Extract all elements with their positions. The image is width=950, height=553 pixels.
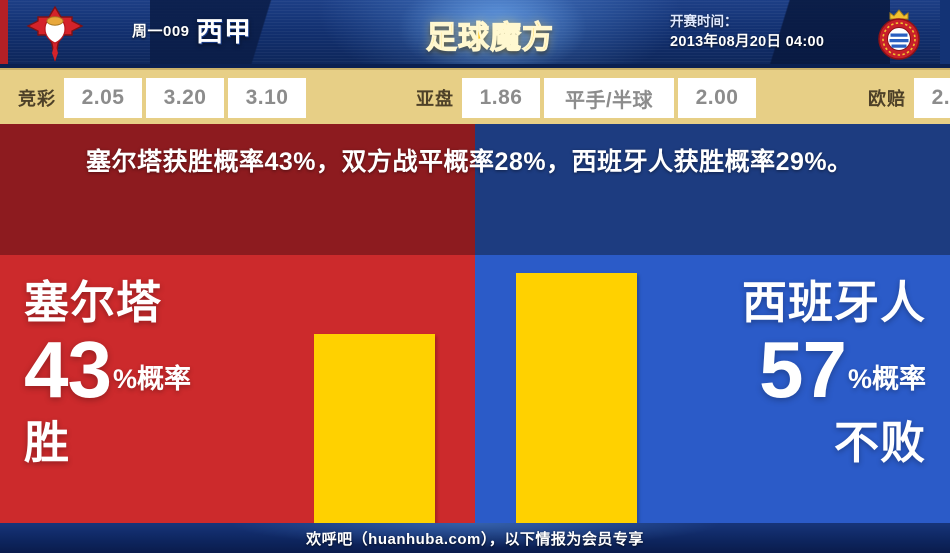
header-bar: 周一009 西甲 足球魔方 开赛时间： 2013年08月20日 04:00 [0,0,950,68]
kickoff-label: 开赛时间： [670,14,738,29]
away-panel: 西班牙人 57 %概率 不败 [475,255,950,523]
odds-oupei-home[interactable]: 2.16 [914,78,950,118]
header-diagonal-left [150,0,380,68]
banner-half-right [475,124,950,255]
away-percent-unit: %概率 [847,364,926,394]
away-team-name: 西班牙人 [741,277,926,328]
header-edge-left [0,0,8,68]
header-diagonal-right [660,0,890,68]
summary-banner: 塞尔塔获胜概率43%，双方战平概率28%，西班牙人获胜概率29%。 [0,124,950,255]
odds-group-jingcai: 竞彩 2.05 3.20 3.10 [18,70,310,126]
odds-yapan-handicap[interactable]: 平手/半球 [544,78,674,118]
summary-text: 塞尔塔获胜概率43%，双方战平概率28%，西班牙人获胜概率29%。 [86,148,853,176]
header-edge-right [940,0,950,68]
away-percent-row: 57 %概率 [742,325,926,414]
banner-half-left [0,124,475,255]
site-logo[interactable]: 足球魔方 [425,19,554,55]
home-team-name: 塞尔塔 [24,277,163,328]
home-probability-bar [314,334,435,523]
league-name: 西甲 [196,17,252,47]
footer-bar: 欢呼吧（huanhuba.com），以下情报为会员专享 [0,523,950,553]
espanyol-crest-icon [878,9,920,60]
probability-chart: 塞尔塔 43 %概率 胜 西班牙人 57 %概率 不败 [0,255,950,523]
away-percent-value: 57 [759,325,847,414]
footer-text[interactable]: 欢呼吧（huanhuba.com），以下情报为会员专享 [306,530,644,548]
match-number: 周一009 [132,23,190,40]
odds-yapan-home[interactable]: 1.86 [462,78,540,118]
odds-group-yapan: 亚盘 1.86 平手/半球 2.00 [416,70,760,126]
odds-label-yapan: 亚盘 [416,89,454,109]
odds-label-jingcai: 竞彩 [18,89,56,109]
home-outcome-label: 胜 [24,417,71,468]
odds-yapan-away[interactable]: 2.00 [678,78,756,118]
kickoff-info: 开赛时间： 2013年08月20日 04:00 [670,12,824,52]
odds-jingcai-away[interactable]: 3.10 [228,78,306,118]
away-stat-block: 西班牙人 57 %概率 不败 [742,277,926,469]
home-stat-block: 塞尔塔 43 %概率 胜 [24,277,191,469]
odds-label-oupei: 欧赔 [868,89,906,109]
home-percent-value: 43 [24,325,112,414]
away-probability-bar [516,273,637,523]
kickoff-value: 2013年08月20日 04:00 [670,34,825,50]
home-percent-unit: %概率 [112,364,191,394]
celta-vigo-crest-icon [26,5,84,62]
odds-bar: 竞彩 2.05 3.20 3.10 亚盘 1.86 平手/半球 2.00 欧赔 … [0,68,950,126]
header-base-line [0,64,950,68]
odds-jingcai-home[interactable]: 2.05 [64,78,142,118]
home-percent-row: 43 %概率 [24,325,191,414]
odds-jingcai-draw[interactable]: 3.20 [146,78,224,118]
odds-group-oupei: 欧赔 2.16 3.22 3.26 [868,70,950,126]
home-panel: 塞尔塔 43 %概率 胜 [0,255,475,523]
away-outcome-label: 不败 [833,417,926,468]
